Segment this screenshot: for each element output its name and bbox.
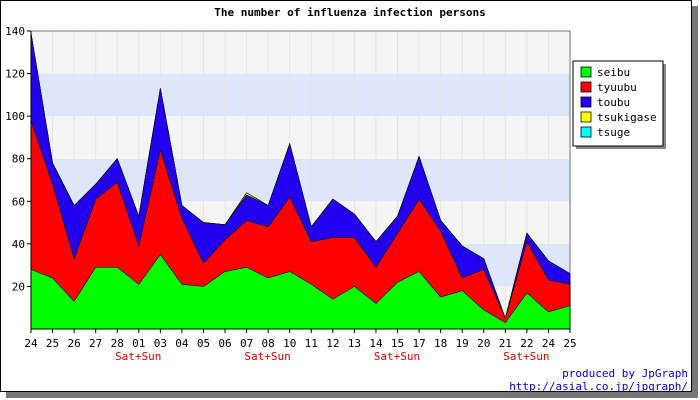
legend-swatch bbox=[580, 81, 592, 93]
x-tick-label: 13 bbox=[348, 337, 361, 350]
legend-swatch bbox=[580, 96, 592, 108]
y-tick-label: 100 bbox=[5, 110, 25, 123]
weekend-label: Sat+Sun bbox=[244, 350, 290, 363]
legend-label: tsuge bbox=[597, 126, 630, 139]
x-tick-label: 11 bbox=[305, 337, 318, 350]
weekend-label: Sat+Sun bbox=[503, 350, 549, 363]
x-tick-label: 26 bbox=[67, 337, 80, 350]
x-tick-label: 22 bbox=[520, 337, 533, 350]
plot-border bbox=[30, 30, 571, 330]
footer-url: http://asial.co.jp/jpgraph/ bbox=[509, 380, 688, 393]
grid-band bbox=[31, 73, 570, 117]
y-tick-label: 120 bbox=[5, 68, 25, 81]
legend: seibu tyuubu toubu tsukigase tsuge bbox=[572, 60, 666, 149]
weekend-label: Sat+Sun bbox=[374, 350, 420, 363]
x-tick-label: 25 bbox=[563, 337, 576, 350]
frame-shadow-bottom bbox=[6, 392, 698, 398]
frame-shadow-right bbox=[692, 6, 698, 398]
x-tick-label: 17 bbox=[412, 337, 425, 350]
x-tick-label: 15 bbox=[391, 337, 404, 350]
grid-band bbox=[31, 31, 570, 74]
y-tick-label: 20 bbox=[12, 280, 25, 293]
x-tick-label: 05 bbox=[197, 337, 210, 350]
x-tick-label: 21 bbox=[499, 337, 512, 350]
legend-swatch bbox=[580, 66, 592, 78]
x-tick-label: 12 bbox=[326, 337, 339, 350]
legend-label: tsukigase bbox=[597, 111, 657, 124]
legend-swatch bbox=[580, 126, 592, 138]
x-tick-label: 24 bbox=[24, 337, 38, 350]
chart-title: The number of influenza infection person… bbox=[214, 6, 486, 19]
legend-label: seibu bbox=[597, 66, 630, 79]
legend-label: toubu bbox=[597, 96, 630, 109]
x-tick-label: 28 bbox=[111, 337, 124, 350]
y-tick-label: 60 bbox=[12, 195, 25, 208]
x-tick-label: 20 bbox=[477, 337, 490, 350]
x-tick-label: 25 bbox=[46, 337, 59, 350]
x-tick-label: 06 bbox=[218, 337, 231, 350]
x-tick-label: 24 bbox=[542, 337, 556, 350]
footer-produced-by: produced by JpGraph bbox=[562, 367, 688, 380]
legend-label: tyuubu bbox=[597, 81, 637, 94]
x-tick-label: 01 bbox=[132, 337, 145, 350]
x-tick-label: 19 bbox=[456, 337, 469, 350]
x-tick-label: 04 bbox=[175, 337, 189, 350]
y-tick-label: 80 bbox=[12, 153, 25, 166]
y-tick-label: 40 bbox=[12, 238, 25, 251]
grid-band bbox=[31, 116, 570, 159]
x-tick-label: 14 bbox=[369, 337, 383, 350]
x-tick-label: 18 bbox=[434, 337, 447, 350]
x-tick-label: 03 bbox=[154, 337, 167, 350]
x-tick-label: 27 bbox=[89, 337, 102, 350]
x-tick-label: 08 bbox=[262, 337, 275, 350]
area-series-seibu bbox=[30, 253, 571, 330]
legend-swatch bbox=[580, 111, 592, 123]
weekend-label: Sat+Sun bbox=[115, 350, 161, 363]
x-tick-label: 07 bbox=[240, 337, 253, 350]
y-tick-label: 140 bbox=[5, 25, 25, 38]
x-tick-label: 10 bbox=[283, 337, 296, 350]
